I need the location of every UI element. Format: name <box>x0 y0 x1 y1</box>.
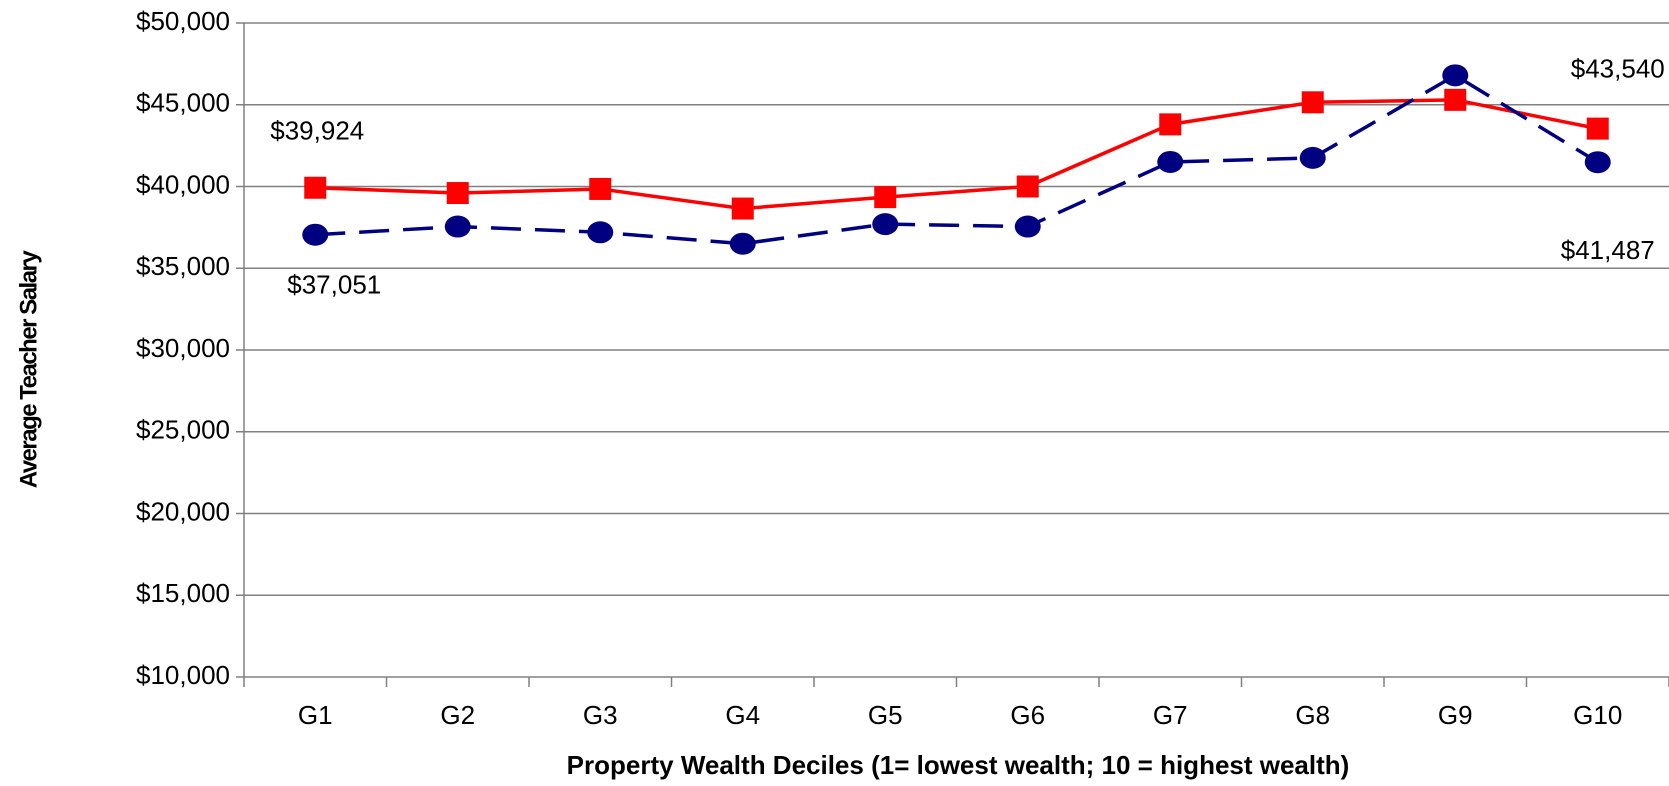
x-axis-label: Property Wealth Deciles (1= lowest wealt… <box>567 750 1350 780</box>
marker <box>589 177 612 200</box>
x-tick-label: G9 <box>1438 700 1473 730</box>
x-tick-label: G1 <box>298 700 333 730</box>
marker <box>444 215 471 238</box>
y-tick-label: $10,000 <box>136 660 230 690</box>
marker <box>304 176 327 199</box>
marker <box>731 197 754 220</box>
x-tick-label: G10 <box>1573 700 1622 730</box>
marker <box>1016 175 1039 198</box>
x-tick-label: G8 <box>1295 700 1330 730</box>
y-tick-label: $30,000 <box>136 333 230 363</box>
y-axis-label: Average Teacher Salary <box>15 250 42 489</box>
x-tick-label: G5 <box>868 700 903 730</box>
marker <box>729 232 756 255</box>
marker <box>1014 215 1041 238</box>
marker <box>1442 64 1469 87</box>
data-label: $37,051 <box>287 270 381 300</box>
y-tick-label: $35,000 <box>136 251 230 281</box>
marker <box>302 223 329 246</box>
data-label: $39,924 <box>270 116 364 146</box>
data-label: $43,540 <box>1571 53 1665 83</box>
marker <box>874 186 897 209</box>
y-tick-label: $45,000 <box>136 88 230 118</box>
x-tick-label: G2 <box>440 700 475 730</box>
series-line <box>315 73 1599 246</box>
x-tick-label: G7 <box>1153 700 1188 730</box>
marker <box>446 182 469 205</box>
x-tick-label: G4 <box>725 700 760 730</box>
y-tick-label: $50,000 <box>136 6 230 36</box>
marker <box>1584 151 1611 174</box>
series-line <box>315 98 1599 211</box>
marker <box>872 213 899 236</box>
data-label: $41,487 <box>1561 235 1655 265</box>
x-tick-label: G6 <box>1010 700 1045 730</box>
marker <box>1444 88 1467 111</box>
y-tick-label: $25,000 <box>136 415 230 445</box>
y-tick-label: $20,000 <box>136 496 230 526</box>
marker <box>1586 117 1609 140</box>
y-tick-label: $15,000 <box>136 578 230 608</box>
marker <box>587 221 614 244</box>
marker <box>1159 113 1182 136</box>
marker <box>1299 146 1326 169</box>
y-tick-label: $40,000 <box>136 169 230 199</box>
x-tick-label: G3 <box>583 700 618 730</box>
marker <box>1301 91 1324 114</box>
marker <box>1157 150 1184 173</box>
